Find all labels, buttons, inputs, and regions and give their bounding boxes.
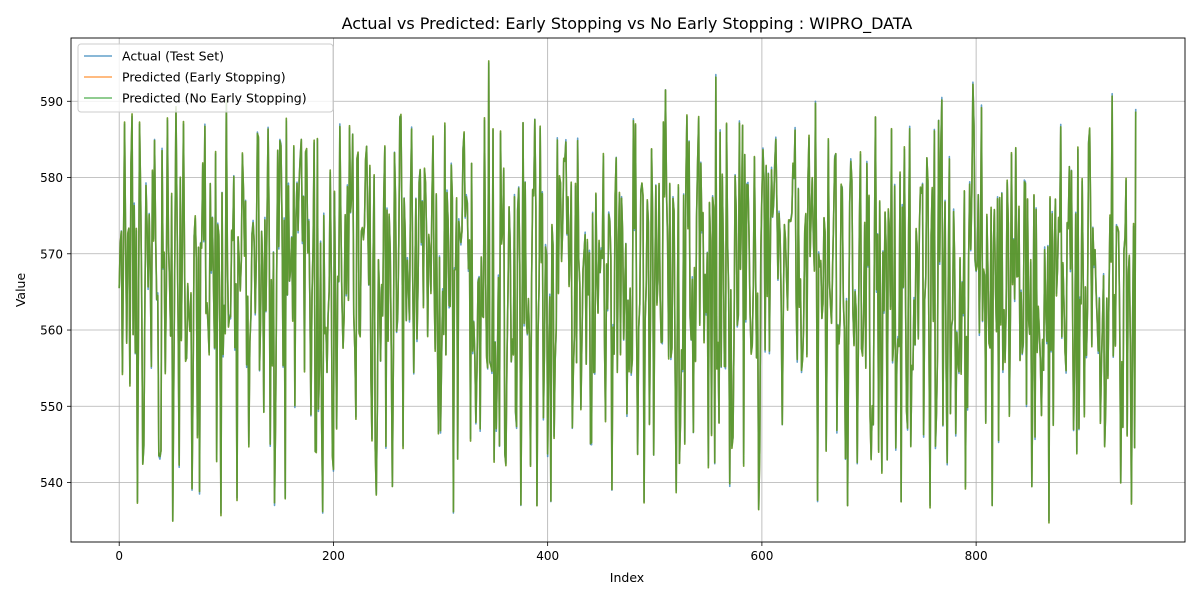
y-axis-label: Value bbox=[13, 273, 28, 308]
series-no-early-stopping-line bbox=[118, 60, 1137, 524]
legend-label-actual: Actual (Test Set) bbox=[122, 49, 224, 64]
y-tick-label: 580 bbox=[40, 171, 63, 185]
legend-label-early-stopping: Predicted (Early Stopping) bbox=[122, 70, 286, 85]
x-tick-label: 0 bbox=[115, 549, 123, 563]
y-tick-label: 550 bbox=[40, 400, 63, 414]
legend-label-no-early-stopping: Predicted (No Early Stopping) bbox=[122, 91, 307, 106]
x-tick-label: 200 bbox=[322, 549, 345, 563]
y-axis: 540 550 560 570 580 590 bbox=[40, 95, 71, 490]
legend: Actual (Test Set) Predicted (Early Stopp… bbox=[77, 43, 334, 113]
y-tick-label: 570 bbox=[40, 247, 63, 261]
legend-box bbox=[77, 43, 334, 113]
x-tick-label: 800 bbox=[965, 549, 988, 563]
x-axis: 0 200 400 600 800 bbox=[115, 542, 988, 563]
axes-frame bbox=[70, 37, 1186, 543]
chart-title: Actual vs Predicted: Early Stopping vs N… bbox=[342, 14, 913, 34]
x-axis-label: Index bbox=[610, 570, 644, 585]
x-tick-label: 600 bbox=[750, 549, 773, 563]
x-tick-label: 400 bbox=[536, 549, 559, 563]
plot-area bbox=[118, 60, 1137, 524]
y-tick-label: 560 bbox=[40, 324, 63, 338]
y-tick-label: 540 bbox=[40, 476, 63, 490]
y-tick-label: 590 bbox=[40, 95, 63, 109]
